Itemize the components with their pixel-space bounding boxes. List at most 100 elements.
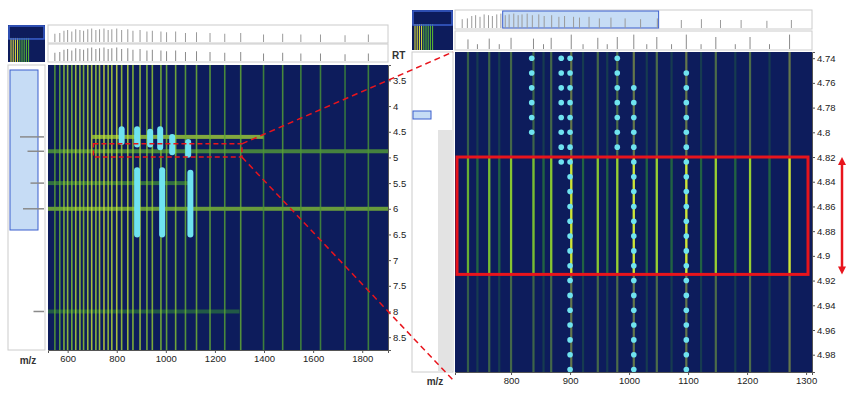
mz-streak	[344, 65, 346, 350]
mz-streak	[111, 65, 113, 350]
feature-point	[567, 233, 573, 239]
x-tick-label: 800	[109, 353, 125, 364]
y-tick-mark	[812, 132, 815, 133]
mz-streak-bright	[606, 157, 608, 274]
overview-thumbnail	[8, 25, 45, 62]
x-tick-label: 900	[563, 375, 579, 386]
feature-point	[684, 174, 690, 180]
spectrum-stick	[91, 29, 92, 43]
feature-point	[631, 263, 637, 269]
feature-point	[684, 218, 690, 224]
feature-point	[631, 367, 637, 372]
mz-streak	[542, 52, 544, 372]
spectrum-stick	[95, 30, 96, 42]
mz-streak	[79, 65, 81, 350]
spectrum-stick	[564, 16, 565, 28]
y-tick-label: 6.5	[393, 229, 406, 240]
feature-point	[684, 367, 690, 372]
feature-point	[558, 115, 564, 121]
x-tick-label: 1300	[796, 375, 817, 386]
y-tick: 7	[388, 255, 398, 266]
y-tick-mark	[812, 305, 815, 306]
mz-streak-bright	[597, 157, 599, 274]
y-tick: 4.96	[812, 325, 836, 336]
mz-streak-bright	[542, 157, 544, 274]
feature-point	[631, 278, 637, 284]
x-tick-label: 1000	[619, 375, 640, 386]
spectrum-stick	[175, 51, 176, 62]
mz-streak	[160, 65, 162, 350]
feature-point	[558, 159, 564, 165]
y-tick-mark	[388, 106, 391, 107]
feature-point	[567, 293, 573, 299]
thumbnail-line	[419, 24, 420, 50]
y-tick-label: 4.5	[393, 126, 406, 137]
y-tick: 4.5	[388, 126, 406, 137]
spectrum-stick	[538, 14, 539, 28]
feature-point	[567, 263, 573, 269]
x-tick-label: 800	[504, 375, 520, 386]
spectrum-stick	[152, 50, 153, 61]
spectrum-stick	[127, 48, 128, 61]
range-arrow	[838, 157, 846, 274]
feature-point	[567, 159, 573, 165]
y-tick-label: 4.86	[817, 201, 836, 212]
feature-point	[567, 189, 573, 195]
x-tick-label: 1200	[205, 353, 226, 364]
spectrum-stick	[633, 35, 634, 49]
y-tick-mark	[388, 209, 391, 210]
spectrum-stick	[59, 52, 60, 61]
feature-trace	[134, 129, 140, 144]
feature-point	[631, 189, 637, 195]
feature-trace	[169, 137, 175, 152]
x-tick-label: 1100	[678, 375, 698, 386]
mz-streak	[467, 52, 469, 372]
y-tick-mark	[812, 355, 815, 356]
y-axis: 3.544.555.566.577.588.5	[388, 66, 406, 351]
x-axis: 8009001000110012001300	[456, 372, 818, 386]
feature-point	[614, 130, 620, 136]
feature-point	[631, 352, 637, 358]
spectrum-stick	[91, 48, 92, 62]
spectrum-stick	[99, 29, 100, 42]
y-tick: 4.98	[812, 349, 836, 360]
spectrum-stick	[477, 44, 478, 49]
mz-streak	[300, 65, 302, 350]
y-axis-title: RT	[392, 50, 405, 61]
spectrum-stick	[67, 49, 68, 61]
spectrum-stick	[513, 14, 514, 28]
y-tick-mark	[812, 182, 815, 183]
spectrum-stick	[127, 29, 128, 42]
y-tick-label: 7	[393, 255, 398, 266]
feature-point	[558, 85, 564, 91]
feature-trace	[134, 170, 140, 234]
zoom-connector	[242, 52, 453, 144]
thumbnail-line	[421, 24, 422, 50]
spectrum-stick	[701, 19, 702, 28]
spectrum-stick	[489, 39, 490, 49]
y-tick-mark	[388, 337, 391, 338]
mz-streak	[121, 65, 123, 350]
spectrum-stick	[551, 38, 552, 49]
spectrum-stick	[492, 16, 493, 28]
feature-point	[631, 248, 637, 254]
spectrum-stick	[160, 51, 161, 62]
feature-point	[529, 70, 535, 76]
y-tick-mark	[812, 256, 815, 257]
canvas: 600800100012001400160018003.544.555.566.…	[0, 0, 848, 393]
spectrum-stick	[640, 19, 641, 28]
feature-point	[567, 352, 573, 358]
x-tick: 800	[504, 372, 520, 386]
mz-streak-bright	[488, 157, 490, 274]
thumbnail-line	[432, 24, 433, 50]
spectrum-stick	[345, 35, 346, 42]
mz-streak-bright	[510, 157, 512, 274]
spectrum-stick	[496, 14, 497, 28]
x-tick: 1300	[796, 372, 817, 386]
mz-streak-bright	[616, 157, 618, 274]
spectrum-stick	[750, 37, 751, 49]
mz-streak-bright	[656, 157, 658, 274]
mz-streak	[95, 65, 97, 350]
y-tick-mark	[812, 58, 815, 59]
x-tick: 1000	[156, 350, 177, 364]
